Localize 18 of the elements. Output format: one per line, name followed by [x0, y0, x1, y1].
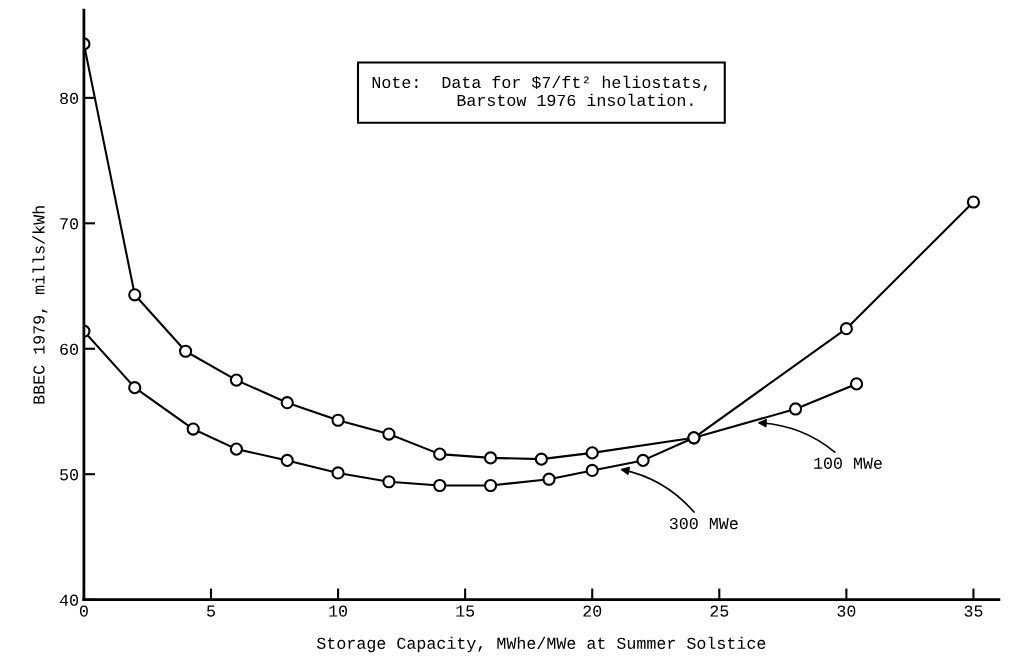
y-tick-label: 60: [60, 343, 79, 355]
y-tick-label: 50: [60, 469, 79, 481]
y-tick-label: 40: [59, 594, 79, 606]
annotation: 100 MWe: [814, 457, 882, 469]
x-tick-label: 30: [837, 605, 856, 617]
annotation: 300 MWe: [669, 517, 738, 530]
x-tick-label: 5: [207, 605, 215, 617]
y-tick-label: 70: [60, 218, 79, 230]
annotation: Note: Data for $7/ft² heliostats, Barstow 1976 insolation.: [372, 75, 708, 107]
x-tick-label: 15: [456, 605, 475, 617]
y-tick-label: 80: [60, 92, 79, 105]
x-axis-title: Storage Capacity, MWhe/MWe at Summer Solstice: [316, 636, 766, 653]
x-tick-label: 10: [329, 605, 348, 617]
y-axis-title: BBEC 1979, mills/kWh: [32, 206, 48, 404]
x-tick-label: 35: [964, 605, 983, 617]
x-tick-label: 25: [710, 605, 729, 617]
x-tick-label: 20: [583, 605, 602, 617]
x-tick-label: 0: [79, 605, 88, 617]
